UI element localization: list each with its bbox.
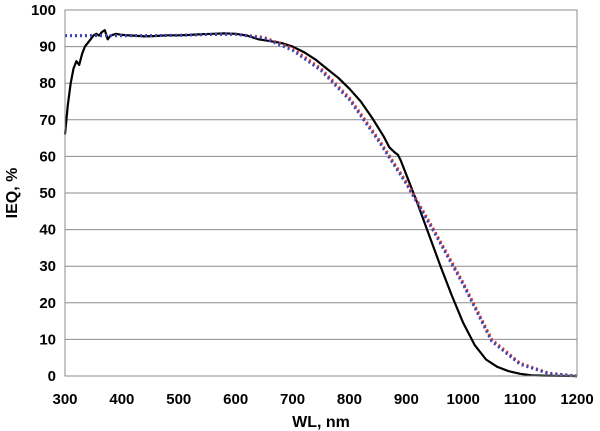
y-tick-labels: 0 10 20 30 40 50 60 70 80 90 100 (31, 2, 56, 385)
x-tick-label: 900 (394, 391, 419, 408)
x-tick-label: 1200 (560, 391, 593, 408)
y-tick-label: 60 (39, 148, 56, 165)
series-layer (63, 29, 578, 378)
y-tick-label: 80 (39, 75, 56, 92)
y-tick-label: 90 (39, 39, 56, 56)
y-tick-label: 30 (39, 258, 56, 275)
y-tick-label: 70 (39, 112, 56, 129)
grid-lines (65, 46, 577, 340)
y-axis-label: IEQ, % (4, 168, 21, 219)
x-tick-label: 500 (166, 391, 191, 408)
y-tick-label: 100 (31, 2, 56, 19)
series-line-1 (63, 29, 578, 378)
x-tick-label: 1100 (504, 391, 537, 408)
y-tick-label: 10 (39, 331, 56, 348)
y-tick-label: 20 (39, 295, 56, 312)
x-tick-label: 600 (223, 391, 248, 408)
plot-frame (64, 9, 578, 377)
x-tick-label: 400 (109, 391, 134, 408)
x-tick-label: 800 (337, 391, 362, 408)
x-tick-label: 700 (280, 391, 305, 408)
x-tick-label: 1000 (447, 391, 480, 408)
x-tick-label: 300 (52, 391, 77, 408)
y-tick-label: 0 (48, 368, 56, 385)
y-tick-label: 50 (39, 185, 56, 202)
y-tick-label: 40 (39, 222, 56, 239)
x-tick-labels: 300 400 500 600 700 800 900 1000 1100 1200 (52, 391, 593, 408)
series-line-2 (65, 32, 578, 378)
x-axis-label: WL, nm (292, 414, 350, 431)
series-line-3 (65, 32, 578, 378)
